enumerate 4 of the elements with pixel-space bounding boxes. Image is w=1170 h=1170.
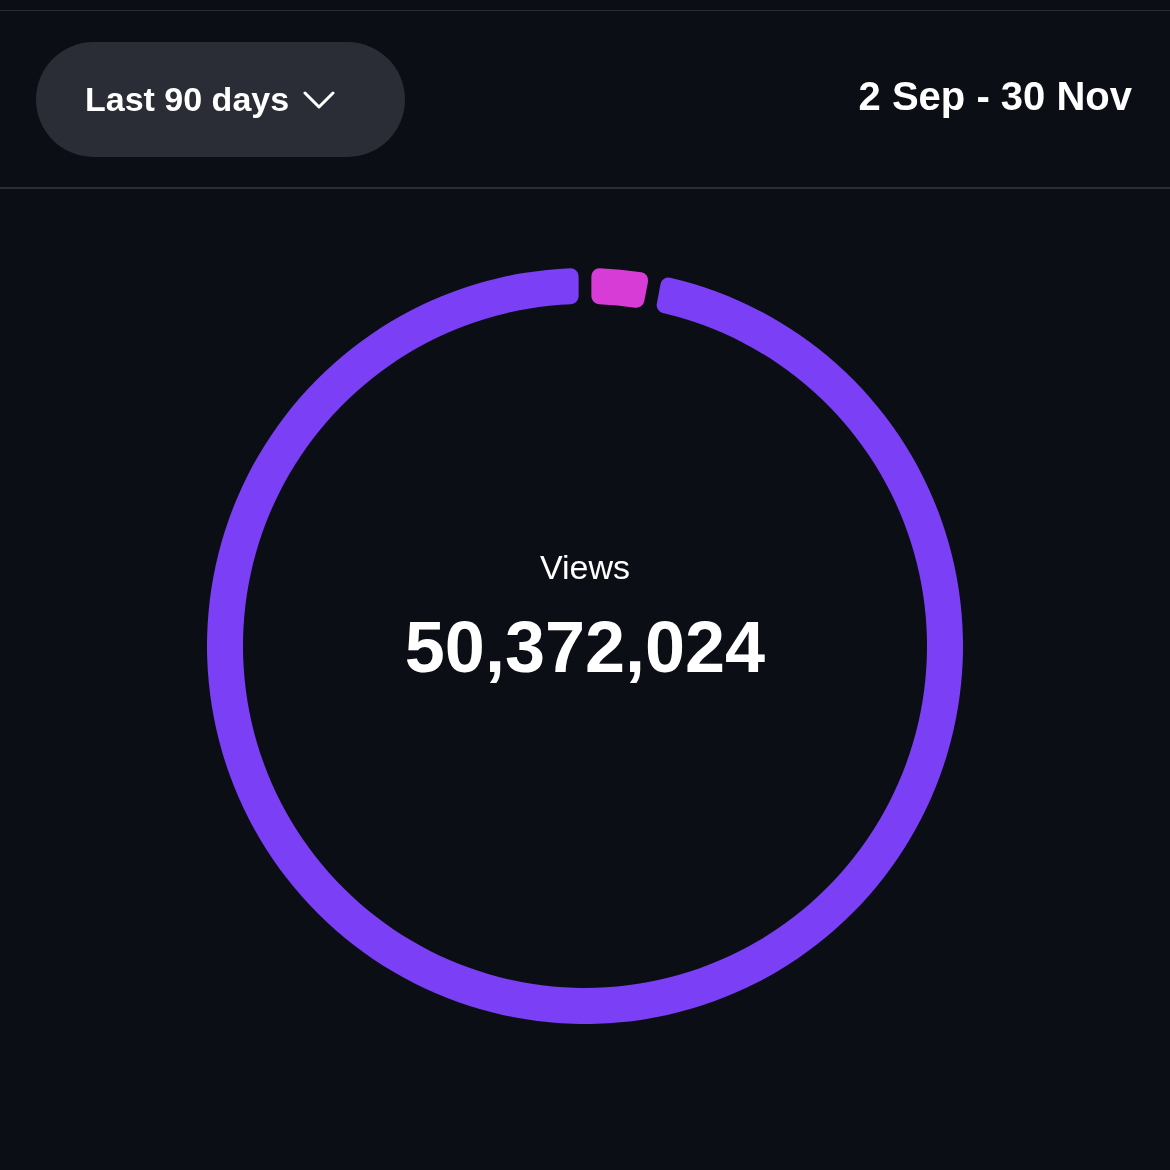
text: Views [538, 548, 632, 587]
text: 50,372,024 [403, 606, 767, 688]
chart-subtitle: 2 Sep - 30 Nov [858, 74, 1132, 119]
dropdown-field: Last 90 days [36, 42, 405, 157]
